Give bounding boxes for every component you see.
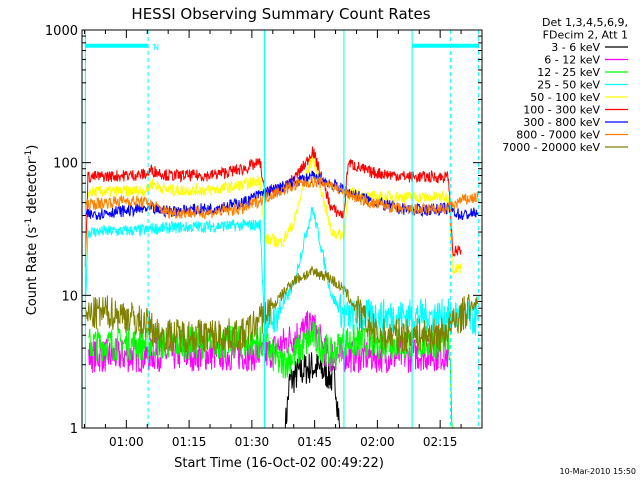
legend-label-6: 300 - 800 keV [523, 116, 600, 129]
y-label-part: Count Rate (s [25, 227, 40, 316]
y-tick-label-2: 100 [53, 157, 78, 172]
legend-label-7: 800 - 7000 keV [516, 129, 600, 142]
y-label-sup: -1 [24, 150, 34, 159]
chart-title: HESSI Observing Summary Count Rates [131, 5, 430, 23]
axis-layer: 01:00 01:15 01:30 01:45 02:00 02:15 1 10 100 1000 [45, 24, 483, 449]
series-line-2 [88, 320, 454, 429]
x-axis-label: Start Time (16-Oct-02 00:49:22) [174, 456, 384, 471]
x-tick-label-4: 02:00 [360, 435, 395, 449]
y-tick-label-1: 10 [61, 289, 78, 304]
legend-label-3: 25 - 50 keV [537, 79, 600, 92]
x-tick-label-3: 01:45 [297, 435, 332, 449]
x-tick-label-0: 01:00 [109, 435, 144, 449]
legend-label-0: 3 - 6 keV [551, 41, 600, 54]
y-axis-label: Count Rate (s-1 detector-1) [24, 145, 40, 316]
y-tick-label-0: 1 [70, 422, 78, 437]
series-line-4 [84, 155, 462, 275]
legend: Det 1,3,4,5,6,9,FDecim 2, Att 13 - 6 keV… [502, 16, 628, 154]
legend-header-1: FDecim 2, Att 1 [543, 29, 628, 42]
y-tick-label-3: 1000 [45, 24, 78, 39]
svg-text:Count Rate (s-1 detector-1): Count Rate (s-1 detector-1) [24, 145, 40, 316]
night-label: N [153, 43, 159, 52]
x-tick-label-5: 02:15 [423, 435, 458, 449]
legend-label-1: 6 - 12 keV [544, 54, 600, 67]
series-line-0 [284, 352, 341, 429]
x-tick-label-2: 01:30 [235, 435, 270, 449]
legend-header-0: Det 1,3,4,5,6,9, [542, 16, 628, 29]
legend-label-5: 100 - 300 keV [523, 104, 600, 117]
legend-label-2: 12 - 25 keV [537, 66, 600, 79]
marker-layer: N [84, 30, 480, 428]
y-label-part: ) [25, 145, 40, 150]
y-label-sup: -1 [24, 218, 34, 227]
footer-date: 10-Mar-2010 15:50 [560, 467, 637, 476]
legend-label-4: 50 - 100 keV [530, 91, 600, 104]
plot-frame [81, 29, 483, 429]
y-label-part: detector [25, 158, 40, 218]
series-layer [84, 146, 479, 429]
legend-label-8: 7000 - 20000 keV [502, 141, 600, 154]
x-tick-label-1: 01:15 [172, 435, 207, 449]
